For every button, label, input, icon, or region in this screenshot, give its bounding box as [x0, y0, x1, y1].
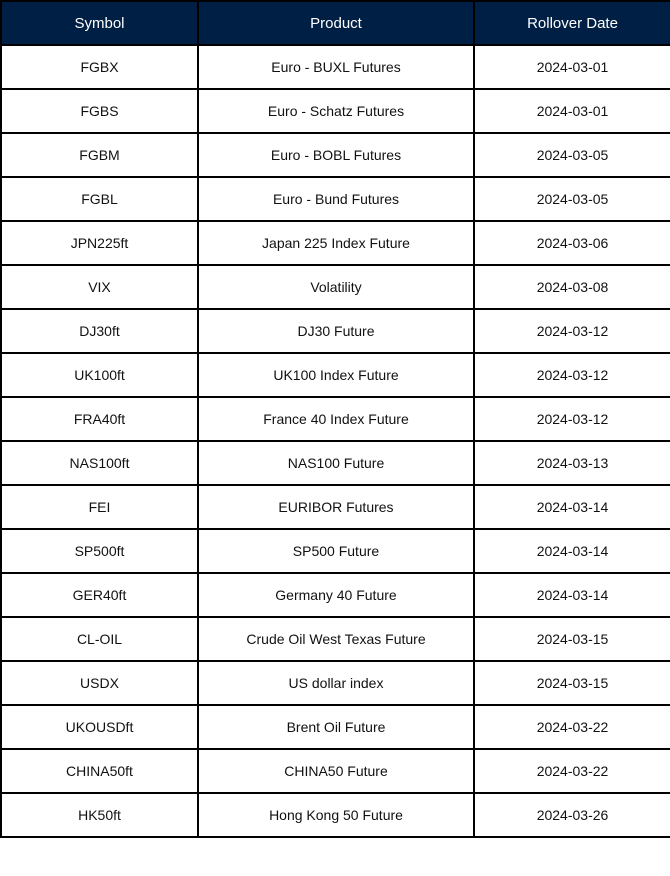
table-row: FRA40ft France 40 Index Future 2024-03-12 — [0, 396, 670, 442]
product-cell: NAS100 Future — [197, 440, 475, 486]
product-cell: EURIBOR Futures — [197, 484, 475, 530]
table-row: FEI EURIBOR Futures 2024-03-14 — [0, 484, 670, 530]
product-cell: Brent Oil Future — [197, 704, 475, 750]
symbol-cell: CHINA50ft — [0, 748, 199, 794]
symbol-cell: UKOUSDft — [0, 704, 199, 750]
rollover-date-cell: 2024-03-05 — [473, 176, 670, 222]
symbol-cell: HK50ft — [0, 792, 199, 838]
table-row: SP500ft SP500 Future 2024-03-14 — [0, 528, 670, 574]
symbol-cell: FEI — [0, 484, 199, 530]
rollover-date-cell: 2024-03-15 — [473, 616, 670, 662]
rollover-date-cell: 2024-03-12 — [473, 396, 670, 442]
symbol-cell: UK100ft — [0, 352, 199, 398]
rollover-date-cell: 2024-03-22 — [473, 704, 670, 750]
product-cell: Japan 225 Index Future — [197, 220, 475, 266]
product-cell: France 40 Index Future — [197, 396, 475, 442]
product-cell: Germany 40 Future — [197, 572, 475, 618]
header-row: Symbol Product Rollover Date — [0, 0, 670, 46]
rollover-date-cell: 2024-03-14 — [473, 484, 670, 530]
table-row: FGBM Euro - BOBL Futures 2024-03-05 — [0, 132, 670, 178]
table-row: USDX US dollar index 2024-03-15 — [0, 660, 670, 706]
product-cell: UK100 Index Future — [197, 352, 475, 398]
rollover-date-cell: 2024-03-12 — [473, 352, 670, 398]
symbol-cell: DJ30ft — [0, 308, 199, 354]
rollover-date-cell: 2024-03-22 — [473, 748, 670, 794]
symbol-cell: NAS100ft — [0, 440, 199, 486]
rollover-date-cell: 2024-03-01 — [473, 44, 670, 90]
product-cell: Euro - BUXL Futures — [197, 44, 475, 90]
table-row: FGBS Euro - Schatz Futures 2024-03-01 — [0, 88, 670, 134]
symbol-cell: FGBX — [0, 44, 199, 90]
table-row: FGBX Euro - BUXL Futures 2024-03-01 — [0, 44, 670, 90]
symbol-cell: SP500ft — [0, 528, 199, 574]
column-header-product: Product — [197, 0, 475, 46]
symbol-cell: FGBM — [0, 132, 199, 178]
table-row: CL-OIL Crude Oil West Texas Future 2024-03… — [0, 616, 670, 662]
product-cell: Volatility — [197, 264, 475, 310]
product-cell: SP500 Future — [197, 528, 475, 574]
table-row: CHINA50ft CHINA50 Future 2024-03-22 — [0, 748, 670, 794]
table-row: UK100ft UK100 Index Future 2024-03-12 — [0, 352, 670, 398]
product-cell: CHINA50 Future — [197, 748, 475, 794]
table-row: NAS100ft NAS100 Future 2024-03-13 — [0, 440, 670, 486]
rollover-date-cell: 2024-03-01 — [473, 88, 670, 134]
rollover-date-cell: 2024-03-14 — [473, 528, 670, 574]
product-cell: Hong Kong 50 Future — [197, 792, 475, 838]
symbol-cell: FRA40ft — [0, 396, 199, 442]
rollover-date-cell: 2024-03-26 — [473, 792, 670, 838]
table-row: DJ30ft DJ30 Future 2024-03-12 — [0, 308, 670, 354]
rollover-date-cell: 2024-03-08 — [473, 264, 670, 310]
column-header-rollover-date: Rollover Date — [473, 0, 670, 46]
symbol-cell: JPN225ft — [0, 220, 199, 266]
rollover-table: Symbol Product Rollover Date FGBX Euro - … — [0, 0, 670, 838]
table-row: VIX Volatility 2024-03-08 — [0, 264, 670, 310]
product-cell: Crude Oil West Texas Future — [197, 616, 475, 662]
symbol-cell: VIX — [0, 264, 199, 310]
product-cell: US dollar index — [197, 660, 475, 706]
symbol-cell: CL-OIL — [0, 616, 199, 662]
table-row: HK50ft Hong Kong 50 Future 2024-03-26 — [0, 792, 670, 838]
product-cell: Euro - Schatz Futures — [197, 88, 475, 134]
table-row: JPN225ft Japan 225 Index Future 2024-03-06 — [0, 220, 670, 266]
symbol-cell: GER40ft — [0, 572, 199, 618]
symbol-cell: USDX — [0, 660, 199, 706]
rollover-date-cell: 2024-03-06 — [473, 220, 670, 266]
product-cell: Euro - Bund Futures — [197, 176, 475, 222]
rollover-date-cell: 2024-03-15 — [473, 660, 670, 706]
product-cell: Euro - BOBL Futures — [197, 132, 475, 178]
symbol-cell: FGBS — [0, 88, 199, 134]
rollover-date-cell: 2024-03-12 — [473, 308, 670, 354]
symbol-cell: FGBL — [0, 176, 199, 222]
column-header-symbol: Symbol — [0, 0, 199, 46]
rollover-date-cell: 2024-03-05 — [473, 132, 670, 178]
product-cell: DJ30 Future — [197, 308, 475, 354]
table-row: UKOUSDft Brent Oil Future 2024-03-22 — [0, 704, 670, 750]
rollover-date-cell: 2024-03-13 — [473, 440, 670, 486]
rollover-date-cell: 2024-03-14 — [473, 572, 670, 618]
table-row: FGBL Euro - Bund Futures 2024-03-05 — [0, 176, 670, 222]
table-row: GER40ft Germany 40 Future 2024-03-14 — [0, 572, 670, 618]
